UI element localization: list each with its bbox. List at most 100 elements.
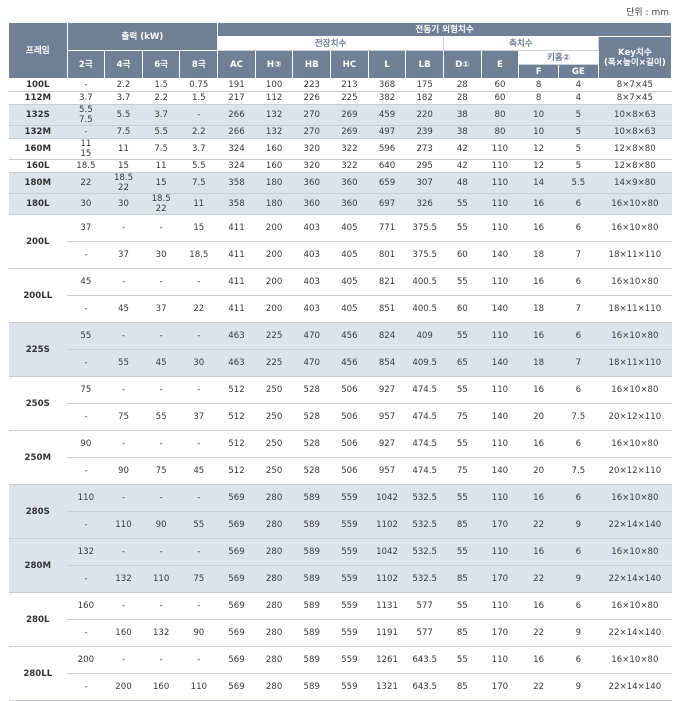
table-row: 250S 75- - -512 250 528 506 927 474.5 55 110 16 6 16×…	[8, 376, 672, 431]
cell-ac: 569	[217, 592, 256, 620]
cell-hb: 528	[292, 430, 331, 458]
cell-output-6p: -	[142, 430, 180, 458]
cell-output-2p: 55	[67, 322, 105, 350]
cell-e: 170	[481, 673, 519, 701]
cell-ge: 5	[558, 159, 599, 173]
cell-hc: 559	[330, 538, 369, 566]
cell-d: 75	[443, 403, 482, 431]
cell-e: 140	[481, 241, 519, 269]
cell-output-8p: 18.5	[179, 241, 218, 269]
cell-h: 200	[255, 295, 293, 323]
cell-ac: 358	[217, 193, 256, 215]
cell-hb: 226	[292, 91, 331, 105]
cell-d: 55	[443, 268, 482, 296]
cell-output-2p: -	[67, 78, 105, 92]
cell-h: 280	[255, 538, 293, 566]
cell-l: 927	[368, 430, 406, 458]
cell-ge: 9	[558, 673, 599, 701]
cell-l: 459	[368, 104, 406, 126]
cell-e: 110	[481, 538, 519, 566]
cell-output-4p: 5.5	[104, 104, 143, 126]
cell-ge: 7	[558, 295, 599, 323]
cell-ge: 4	[558, 91, 599, 105]
cell-output-2p: 45	[67, 268, 105, 296]
cell-ac: 569	[217, 646, 256, 674]
cell-e: 170	[481, 511, 519, 539]
cell-hc: 559	[330, 484, 369, 512]
cell-hb: 589	[292, 565, 331, 593]
cell-output-6p: 5.5	[142, 125, 180, 139]
cell-ge: 6	[558, 592, 599, 620]
motor-dimension-table: 프레임 출력 (kW) 전동기 외형치수 전장치수 축치수 Key치수 (폭×높…	[8, 22, 673, 701]
cell-hb: 403	[292, 268, 331, 296]
unit-label: 단위 : mm	[626, 8, 669, 18]
cell-ge: 5	[558, 104, 599, 126]
cell-f: 16	[518, 430, 559, 458]
cell-h: 250	[255, 403, 293, 431]
cell-hc: 559	[330, 511, 369, 539]
table-row: 280LL 200- - -569 280 589 559 1261 643.5 55 110 16 6…	[8, 646, 672, 701]
cell-output-2p: 37	[67, 214, 105, 242]
cell-lb: 295	[405, 159, 444, 173]
cell-ge: 5.5	[558, 172, 599, 194]
cell-f: 16	[518, 322, 559, 350]
cell-l: 824	[368, 322, 406, 350]
cell-f: 16	[518, 193, 559, 215]
cell-e: 170	[481, 619, 519, 647]
cell-e: 140	[481, 403, 519, 431]
cell-h: 200	[255, 268, 293, 296]
cell-f: 16	[518, 484, 559, 512]
table-row: 160L 18.5 15 11 5.5 324 160 320 322 640 295 42 110 12…	[8, 159, 672, 173]
cell-l: 1191	[368, 619, 406, 647]
cell-output-2p: 110	[67, 484, 105, 512]
cell-key-size: 16×10×80	[598, 193, 672, 215]
cell-hb: 270	[292, 125, 331, 139]
table-row: -75 55 37 512 250 528 506 957 474.5 75 140 20 7.5 20×…	[9, 403, 672, 431]
cell-key-size: 16×10×80	[598, 484, 672, 512]
cell-output-4p: 110	[104, 511, 143, 539]
cell-output-2p: -	[67, 565, 105, 593]
cell-d: 55	[443, 484, 482, 512]
cell-output-4p: -	[104, 430, 143, 458]
cell-d: 42	[443, 138, 482, 160]
cell-e: 110	[481, 172, 519, 194]
table-row: 225S 55- - -463 225 470 456 824 409 55 110 16 6 16×10…	[8, 322, 672, 377]
cell-hb: 589	[292, 538, 331, 566]
cell-f: 16	[518, 214, 559, 242]
cell-key-size: 16×10×80	[598, 214, 672, 242]
cell-ac: 569	[217, 538, 256, 566]
cell-key-size: 22×14×140	[598, 565, 672, 593]
cell-hc: 506	[330, 376, 369, 404]
cell-ge: 6	[558, 268, 599, 296]
cell-d: 55	[443, 376, 482, 404]
cell-l: 957	[368, 403, 406, 431]
cell-f: 8	[518, 78, 559, 92]
cell-h: 280	[255, 646, 293, 674]
frame-cell: 112M	[8, 91, 68, 105]
cell-output-2p: -	[67, 403, 105, 431]
cell-lb: 643.5	[405, 646, 444, 674]
cell-hc: 322	[330, 138, 369, 160]
cell-key-size: 12×8×80	[598, 159, 672, 173]
cell-lb: 326	[405, 193, 444, 215]
header-d: D①	[443, 50, 482, 79]
cell-ac: 512	[217, 430, 256, 458]
cell-output-2p: -	[67, 619, 105, 647]
cell-h: 100	[255, 78, 293, 92]
frame-cell: 100L	[8, 78, 68, 92]
cell-output-2p: 18.5	[67, 159, 105, 173]
cell-output-8p: 45	[179, 457, 218, 485]
cell-e: 110	[481, 376, 519, 404]
cell-hb: 528	[292, 457, 331, 485]
cell-f: 16	[518, 538, 559, 566]
cell-l: 1102	[368, 511, 406, 539]
cell-ge: 6	[558, 646, 599, 674]
cell-ge: 7.5	[558, 457, 599, 485]
cell-key-size: 22×14×140	[598, 673, 672, 701]
cell-ge: 7.5	[558, 403, 599, 431]
cell-output-8p: 90	[179, 619, 218, 647]
header-key: Key치수 (폭×높이×길이)	[597, 36, 673, 79]
cell-h: 280	[255, 484, 293, 512]
cell-output-8p: -	[179, 322, 218, 350]
cell-f: 22	[518, 565, 559, 593]
